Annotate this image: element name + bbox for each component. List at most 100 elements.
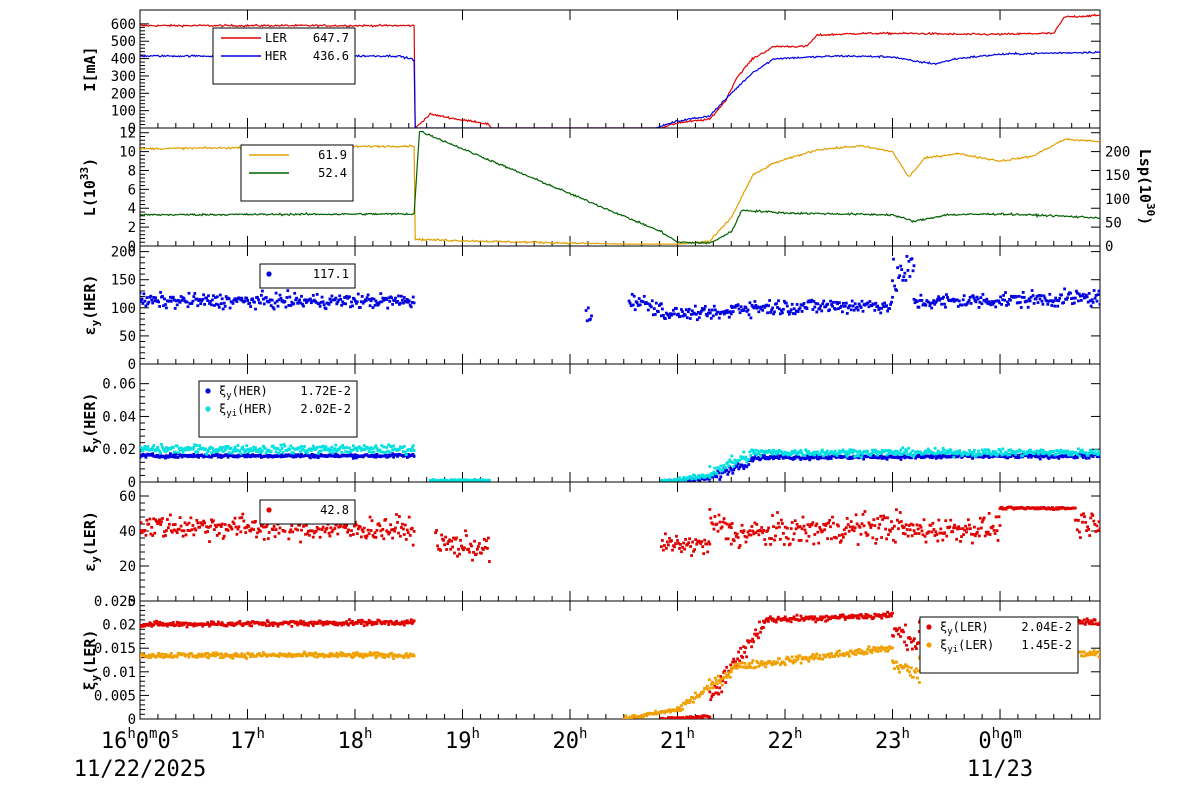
- data-point: [963, 294, 966, 297]
- data-point: [654, 313, 657, 316]
- data-point: [369, 304, 372, 307]
- data-point: [970, 302, 973, 305]
- data-point: [732, 310, 735, 313]
- data-point: [981, 302, 984, 305]
- data-point: [365, 299, 368, 302]
- data-point: [877, 527, 880, 530]
- data-point: [223, 302, 226, 305]
- data-point: [160, 443, 163, 446]
- data-point: [476, 548, 479, 551]
- data-point: [907, 447, 910, 450]
- data-point: [725, 666, 728, 669]
- data-point: [953, 524, 956, 527]
- data-point: [1087, 619, 1090, 622]
- data-point: [790, 620, 793, 623]
- data-point: [862, 310, 865, 313]
- data-point: [202, 293, 205, 296]
- data-point: [359, 526, 362, 529]
- series-ey_LER-segment-3: [660, 532, 711, 556]
- data-point: [665, 547, 668, 550]
- data-point: [1006, 301, 1009, 304]
- data-point: [322, 445, 325, 448]
- data-point: [1015, 295, 1018, 298]
- data-point: [997, 539, 1000, 542]
- data-point: [915, 647, 918, 650]
- data-point: [1029, 300, 1032, 303]
- data-point: [400, 295, 403, 298]
- data-point: [789, 543, 792, 546]
- data-point: [941, 539, 944, 542]
- data-point: [891, 296, 894, 299]
- data-point: [1084, 521, 1087, 524]
- data-point: [224, 523, 227, 526]
- data-point: [896, 266, 899, 269]
- data-point: [263, 303, 266, 306]
- data-point: [376, 529, 379, 532]
- data-point: [905, 523, 908, 526]
- y-axis-label-base: ξ: [81, 444, 99, 453]
- data-point: [1048, 293, 1051, 296]
- data-point: [729, 664, 732, 667]
- data-point: [935, 533, 938, 536]
- data-point: [193, 292, 196, 295]
- data-point: [192, 300, 195, 303]
- data-point: [712, 315, 715, 318]
- data-point: [886, 516, 889, 519]
- data-point: [844, 533, 847, 536]
- data-point: [156, 446, 159, 449]
- data-point: [165, 529, 168, 532]
- data-point: [832, 301, 835, 304]
- y-tick-label: 12: [119, 126, 136, 142]
- data-point: [1040, 294, 1043, 297]
- data-point: [191, 528, 194, 531]
- data-point: [840, 305, 843, 308]
- data-point: [723, 670, 726, 673]
- data-point: [761, 309, 764, 312]
- data-point: [977, 528, 980, 531]
- data-point: [799, 655, 802, 658]
- data-point: [775, 621, 778, 624]
- data-point: [178, 528, 181, 531]
- data-point: [887, 533, 890, 536]
- data-point: [962, 533, 965, 536]
- data-point: [816, 302, 819, 305]
- data-point: [1095, 449, 1098, 452]
- data-point: [750, 534, 753, 537]
- y-tick-label: 600: [111, 17, 136, 33]
- data-point: [889, 530, 892, 533]
- data-point: [139, 292, 142, 295]
- data-point: [238, 525, 241, 528]
- data-point: [268, 531, 271, 534]
- data-point: [296, 529, 299, 532]
- data-point: [208, 540, 211, 543]
- legend-dot-swatch: [266, 271, 271, 276]
- data-point: [869, 300, 872, 303]
- data-point: [943, 531, 946, 534]
- data-point: [306, 452, 309, 455]
- data-point: [451, 546, 454, 549]
- data-point: [902, 631, 905, 634]
- data-point: [793, 532, 796, 535]
- data-point: [681, 708, 684, 711]
- data-point: [369, 516, 372, 519]
- data-point: [206, 530, 209, 533]
- data-point: [638, 297, 641, 300]
- data-point: [917, 528, 920, 531]
- y-tick-label: 0.01: [102, 665, 136, 681]
- data-point: [719, 521, 722, 524]
- series-ey_LER-segment-4: [708, 508, 732, 540]
- data-point: [209, 525, 212, 528]
- data-point: [700, 540, 703, 543]
- data-point: [159, 523, 162, 526]
- data-point: [392, 445, 395, 448]
- data-point: [689, 699, 692, 702]
- data-point: [713, 528, 716, 531]
- data-point: [762, 626, 765, 629]
- data-point: [915, 532, 918, 535]
- data-point: [471, 559, 474, 562]
- series-ey_LER-segment-7: [999, 506, 1077, 511]
- y-axis-label-exp: 33: [78, 167, 91, 180]
- data-point: [339, 298, 342, 301]
- data-point: [738, 308, 741, 311]
- data-point: [703, 539, 706, 542]
